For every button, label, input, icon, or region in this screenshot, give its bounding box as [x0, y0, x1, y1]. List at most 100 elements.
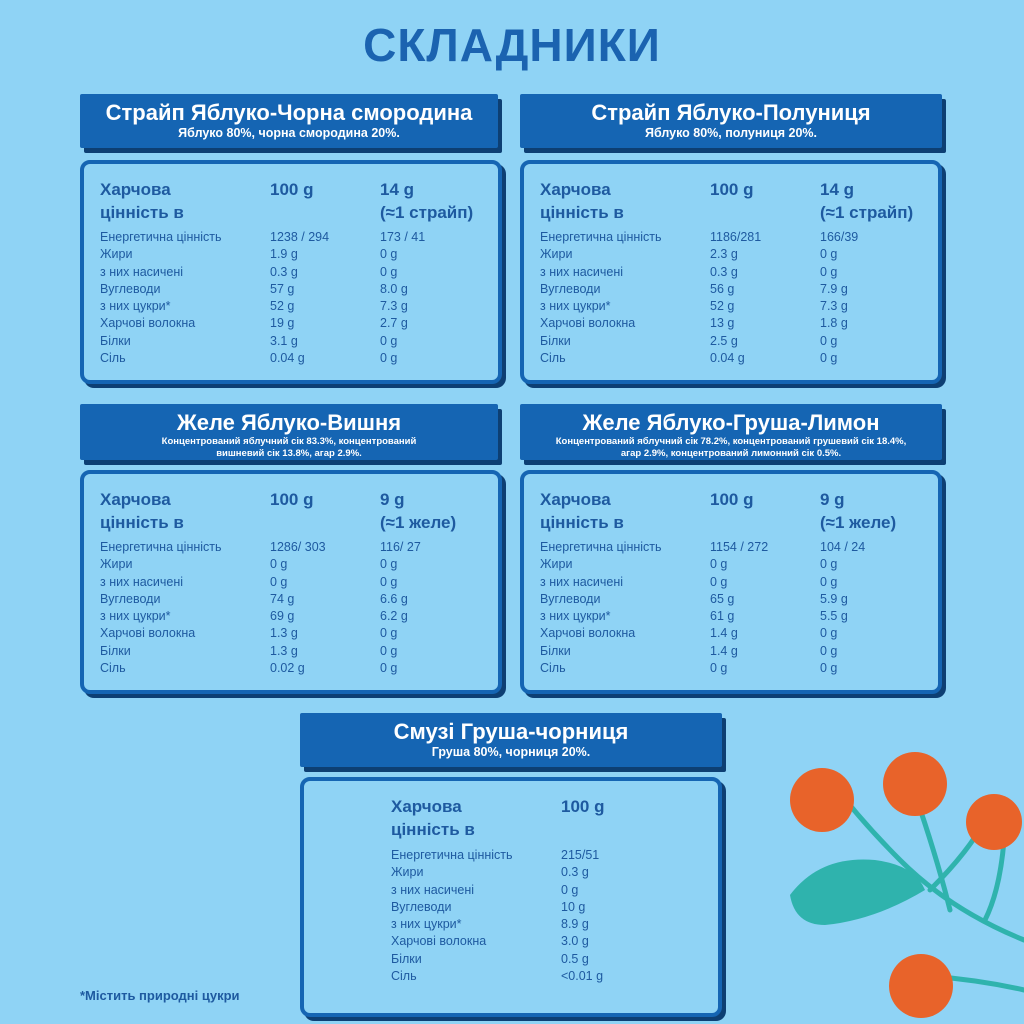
table-row: Енергетична цінність 1286/ 303 116/ 27 [100, 539, 490, 556]
nutrition-card: Харчова цінність в 100 g 9 g (≈1 желе) Е… [520, 470, 942, 694]
row-value-portion: 6.2 g [380, 609, 408, 624]
table-row: Жири 0 g 0 g [540, 556, 930, 573]
row-value-portion: 0 g [380, 351, 398, 366]
header-col3-line1: 14 g [380, 180, 415, 199]
row-value-portion: 0 g [380, 661, 398, 676]
section-banner: Желе Яблуко-Груша-Лимон Концентрований я… [520, 404, 942, 460]
section-subtitle-line2: агар 2.9%, концентрований лимонний сік 0… [620, 447, 842, 459]
row-value-portion: 166/39 [820, 230, 859, 244]
row-value-portion: 7.3 g [380, 299, 408, 314]
row-label: Вуглеводи [540, 591, 601, 606]
header-col2: 100 g [270, 180, 314, 199]
header-col3-line2: (≈1 страйп) [820, 203, 914, 222]
row-value-portion: 0 g [380, 264, 398, 279]
row-label: Білки [540, 333, 571, 348]
table-row: Енергетична цінність 1154 / 272 104 / 24 [540, 539, 930, 556]
table-row: з них цукри* 61 g 5.5 g [540, 608, 930, 625]
header-label-line2: цінність в [540, 203, 624, 222]
nutrition-rows: Енергетична цінність 1238 / 294 173 / 41 Ж… [100, 229, 490, 367]
row-value-100g: 1238 / 294 [270, 230, 330, 244]
table-row: Харчові волокна 1.3 g 0 g [100, 625, 490, 642]
row-label: Харчові волокна [540, 626, 636, 641]
table-row: Сіль <0.01 g [391, 968, 691, 985]
row-label: Жири [100, 557, 133, 572]
row-label: Енергетична цінність [391, 848, 513, 862]
header-label-line1: Харчова [540, 180, 611, 199]
row-value-100g: 0.04 g [710, 351, 745, 366]
table-row: Сіль 0.04 g 0 g [100, 350, 490, 367]
table-row: Жири 2.3 g 0 g [540, 246, 930, 263]
nutrition-header: Харчова цінність в [100, 488, 184, 534]
row-value-100g: 1.9 g [270, 247, 298, 262]
row-value-100g: 0.04 g [270, 351, 305, 366]
header-col3-line1: 9 g [380, 490, 405, 509]
section-title: Желе Яблуко-Груша-Лимон [582, 410, 880, 435]
table-row: Білки 3.1 g 0 g [100, 333, 490, 350]
row-value-100g: 19 g [270, 316, 295, 331]
row-label: Енергетична цінність [100, 540, 222, 554]
table-row: з них насичені 0.3 g 0 g [540, 264, 930, 281]
row-value-100g: 2.5 g [710, 333, 738, 348]
row-label: Білки [540, 643, 571, 658]
table-row: Вуглеводи 65 g 5.9 g [540, 591, 930, 608]
row-value-portion: 0 g [820, 626, 838, 641]
table-row: Вуглеводи 57 g 8.0 g [100, 281, 490, 298]
row-label: Сіль [540, 661, 566, 676]
table-row: з них цукри* 52 g 7.3 g [540, 298, 930, 315]
nutrition-header: Харчова цінність в [540, 178, 624, 224]
nutrition-header: Харчова цінність в [100, 178, 184, 224]
row-value-portion: 0 g [380, 333, 398, 348]
row-label: з них цукри* [540, 609, 611, 624]
row-value-100g: 0 g [710, 574, 728, 589]
row-value-100g: 1154 / 272 [710, 540, 769, 554]
row-value-100g: 61 g [710, 609, 735, 624]
row-label: Харчові волокна [100, 626, 196, 641]
table-row: Харчові волокна 19 g 2.7 g [100, 315, 490, 332]
row-value-100g: 1186/281 [710, 230, 762, 244]
table-row: Сіль 0.02 g 0 g [100, 660, 490, 677]
row-value-portion: 0 g [380, 643, 398, 658]
table-row: з них насичені 0 g [391, 882, 691, 899]
row-value-100g: 0 g [270, 557, 288, 572]
table-row: з них насичені 0 g 0 g [540, 574, 930, 591]
section-subtitle-line2: вишневий сік 13.8%, агар 2.9%. [216, 447, 362, 459]
row-value-portion: 2.7 g [380, 316, 408, 331]
nutrition-rows: Енергетична цінність 215/51 Жири 0.3 g з н… [391, 847, 691, 985]
table-row: Сіль 0.04 g 0 g [540, 350, 930, 367]
section-title: Страйп Яблуко-Чорна смородина [105, 100, 473, 125]
row-label: Жири [540, 247, 573, 262]
row-value-portion: 116/ 27 [380, 540, 421, 554]
row-value-100g: 65 g [710, 591, 735, 606]
row-value-100g: <0.01 g [561, 969, 604, 984]
row-value-100g: 0.3 g [561, 865, 589, 880]
row-value-100g: 0 g [710, 557, 728, 572]
section-subtitle-line1: Концентрований яблучний сік 78.2%, конце… [555, 436, 907, 447]
section-subtitle: Груша 80%, чорниця 20%. [431, 745, 591, 759]
row-value-portion: 0 g [820, 557, 838, 572]
table-row: з них насичені 0.3 g 0 g [100, 264, 490, 281]
row-label: Сіль [540, 351, 566, 366]
row-value-portion: 5.9 g [820, 591, 848, 606]
row-label: з них насичені [540, 574, 624, 589]
row-value-portion: 8.0 g [380, 281, 408, 296]
row-label: Білки [391, 951, 422, 966]
row-label: Білки [100, 643, 131, 658]
row-label: з них цукри* [100, 299, 171, 314]
table-row: Харчові волокна 13 g 1.8 g [540, 315, 930, 332]
row-label: з них насичені [100, 264, 184, 279]
row-label: з них цукри* [100, 609, 171, 624]
header-col3: 14 g (≈1 страйп) [380, 178, 473, 224]
row-value-100g: 0 g [270, 574, 288, 589]
row-value-portion: 1.8 g [820, 316, 848, 331]
table-row: Вуглеводи 74 g 6.6 g [100, 591, 490, 608]
section-banner: Страйп Яблуко-Полуниця Яблуко 80%, полун… [520, 94, 942, 148]
stem-far-right [982, 837, 1007, 923]
row-value-100g: 1286/ 303 [270, 540, 326, 554]
row-label: Вуглеводи [540, 281, 601, 296]
table-row: з них цукри* 8.9 g [391, 916, 691, 933]
section-title: Желе Яблуко-Вишня [176, 410, 402, 435]
table-row: з них цукри* 69 g 6.2 g [100, 608, 490, 625]
header-col2: 100 g [561, 797, 605, 816]
row-value-portion: 0 g [820, 264, 838, 279]
header-col3-line2: (≈1 страйп) [380, 203, 474, 222]
